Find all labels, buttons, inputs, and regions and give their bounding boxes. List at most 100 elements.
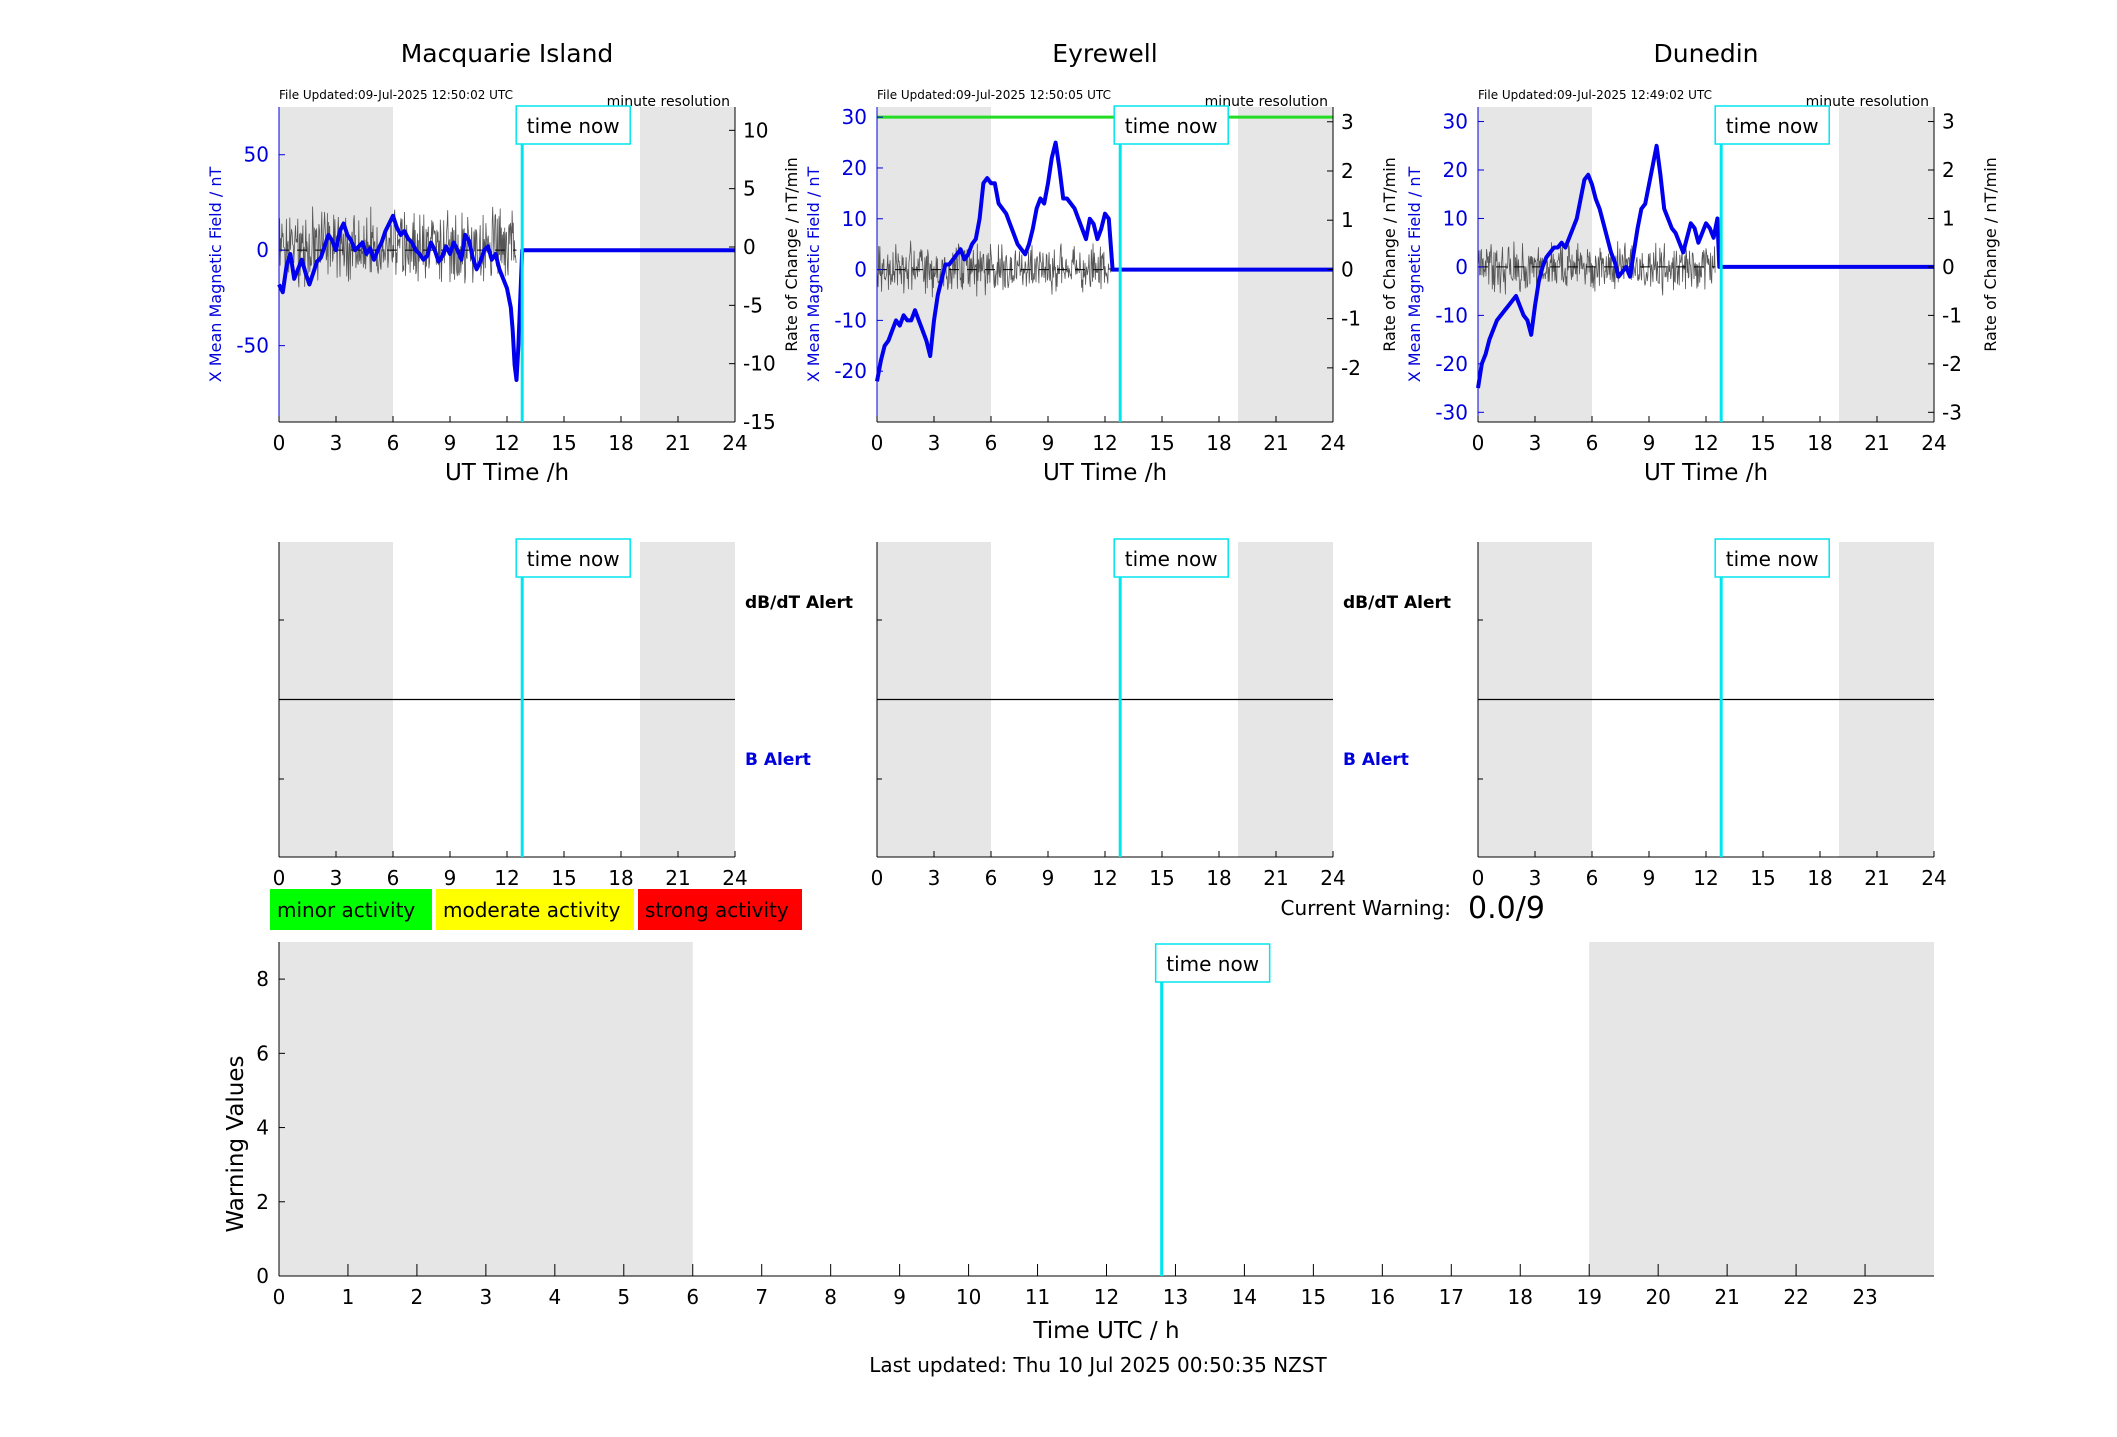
x-tick-label: 21	[1864, 866, 1889, 890]
magnetic-field-series	[875, 140, 1333, 382]
x-tick-label: 21	[1714, 1285, 1739, 1309]
current-warning-label: Current Warning:	[1281, 896, 1451, 920]
x-tick-label: 9	[1643, 431, 1656, 455]
x-tick-label: 6	[387, 431, 400, 455]
x-tick-label: 9	[1042, 431, 1055, 455]
time-now-box	[1714, 105, 1830, 145]
last-updated-footer: Last updated: Thu 10 Jul 2025 00:50:35 N…	[869, 1353, 1327, 1377]
y-tick-label: 2	[256, 1190, 269, 1214]
x-tick-label: 12	[1092, 866, 1117, 890]
x-tick-label: 10	[956, 1285, 981, 1309]
x-tick-label: 21	[1864, 431, 1889, 455]
night-shading	[1589, 942, 1934, 1276]
station-title: Dunedin	[1654, 39, 1759, 68]
file-updated-label: File Updated:09-Jul-2025 12:49:02 UTC	[1478, 88, 1712, 102]
x-tick-label: 21	[1263, 866, 1288, 890]
x-tick-label: 15	[551, 431, 576, 455]
x-tick-label: 9	[1042, 866, 1055, 890]
left-tick-label: -10	[834, 308, 867, 332]
right-tick-label: -15	[743, 410, 776, 434]
x-tick-label: 15	[1750, 431, 1775, 455]
time-now-label: time now	[1166, 952, 1259, 976]
x-tick-label: 24	[722, 431, 747, 455]
y-tick-label: 0	[256, 1264, 269, 1288]
left-y-axis-label: X Mean Magnetic Field / nT	[804, 167, 823, 383]
x-tick-label: 18	[608, 431, 633, 455]
x-tick-label: 3	[480, 1285, 493, 1309]
file-updated-label: File Updated:09-Jul-2025 12:50:02 UTC	[279, 88, 513, 102]
time-now-label: time now	[527, 114, 620, 138]
right-y-axis-label: Rate of Change / nT/min	[1380, 157, 1399, 352]
right-tick-label: 2	[1341, 159, 1354, 183]
x-tick-label: 23	[1852, 1285, 1877, 1309]
time-now-label: time now	[1726, 114, 1819, 138]
dbdt-alert-label: dB/dT Alert	[1343, 593, 1451, 613]
x-tick-label: 22	[1783, 1285, 1808, 1309]
right-tick-label: 0	[1942, 255, 1955, 279]
x-tick-label: 12	[1094, 1285, 1119, 1309]
x-tick-label: 9	[444, 431, 457, 455]
x-tick-label: 18	[1807, 431, 1832, 455]
legend-label-2: strong activity	[645, 898, 789, 922]
right-tick-label: -10	[743, 352, 776, 376]
time-now-label: time now	[1125, 547, 1218, 571]
x-tick-label: 0	[1472, 866, 1485, 890]
magnetic-field-series	[1476, 143, 1934, 389]
station-title: Macquarie Island	[401, 39, 614, 68]
time-now-label: time now	[1125, 114, 1218, 138]
left-tick-label: -30	[1435, 400, 1468, 424]
right-tick-label: -2	[1942, 352, 1962, 376]
x-tick-label: 21	[1263, 431, 1288, 455]
x-tick-label: 0	[273, 1285, 286, 1309]
x-tick-label: 0	[871, 866, 884, 890]
x-tick-label: 19	[1576, 1285, 1601, 1309]
station-panel-0: Macquarie Island File Updated:09-Jul-2025…	[206, 39, 853, 890]
x-tick-label: 0	[871, 431, 884, 455]
legend-label-1: moderate activity	[443, 898, 621, 922]
left-tick-label: -20	[1435, 352, 1468, 376]
left-y-axis-label: X Mean Magnetic Field / nT	[206, 167, 225, 383]
x-tick-label: 3	[928, 431, 941, 455]
x-tick-label: 2	[411, 1285, 424, 1309]
right-tick-label: 10	[743, 118, 768, 142]
x-tick-label: 24	[1320, 431, 1345, 455]
x-tick-label: 6	[1586, 431, 1599, 455]
x-tick-label: 18	[1807, 866, 1832, 890]
x-tick-label: 9	[1643, 866, 1656, 890]
x-tick-label: 14	[1232, 1285, 1257, 1309]
left-tick-label: -10	[1435, 303, 1468, 327]
station-panel-1: Eyrewell File Updated:09-Jul-2025 12:50:0…	[804, 39, 1451, 890]
x-tick-label: 4	[548, 1285, 561, 1309]
right-tick-label: 2	[1942, 158, 1955, 182]
x-tick-label: 0	[1472, 431, 1485, 455]
rate-of-change-series	[1477, 241, 1716, 296]
left-tick-label: 20	[842, 156, 867, 180]
x-tick-label: 16	[1370, 1285, 1395, 1309]
x-tick-label: 9	[893, 1285, 906, 1309]
x-tick-label: 24	[1320, 866, 1345, 890]
file-updated-label: File Updated:09-Jul-2025 12:50:05 UTC	[877, 88, 1111, 102]
x-tick-label: 12	[1092, 431, 1117, 455]
x-tick-label: 18	[1206, 431, 1231, 455]
time-now-label: time now	[1726, 547, 1819, 571]
left-tick-label: -20	[834, 359, 867, 383]
x-tick-label: 17	[1439, 1285, 1464, 1309]
x-tick-label: 6	[387, 866, 400, 890]
dbdt-alert-label: dB/dT Alert	[745, 593, 853, 613]
x-tick-label: 0	[273, 431, 286, 455]
current-warning-value: 0.0/9	[1468, 891, 1545, 926]
x-axis-label: UT Time /h	[1644, 460, 1768, 486]
y-tick-label: 8	[256, 967, 269, 991]
time-now-label: time now	[527, 547, 620, 571]
x-tick-label: 18	[1508, 1285, 1533, 1309]
time-now-box	[1113, 538, 1229, 578]
night-shading	[279, 107, 393, 422]
x-tick-label: 11	[1025, 1285, 1050, 1309]
left-tick-label: 20	[1443, 158, 1468, 182]
x-tick-label: 20	[1645, 1285, 1670, 1309]
right-y-axis-label: Rate of Change / nT/min	[1981, 157, 2000, 352]
station-title: Eyrewell	[1052, 39, 1157, 68]
left-tick-label: 10	[842, 207, 867, 231]
left-tick-label: 30	[842, 105, 867, 129]
x-tick-label: 21	[665, 866, 690, 890]
